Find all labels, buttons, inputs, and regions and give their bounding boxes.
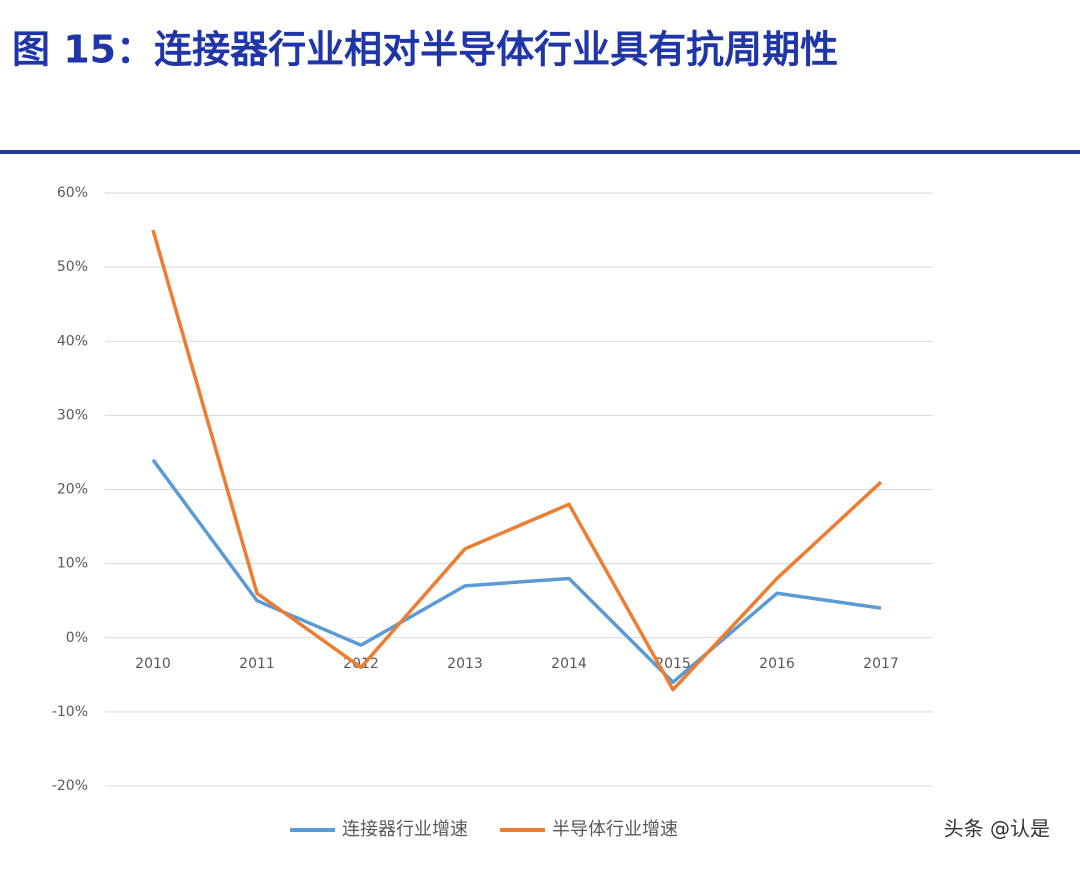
x-tick-label: 2017 xyxy=(863,656,899,672)
series-line xyxy=(151,229,883,692)
x-tick-label: 2014 xyxy=(551,656,587,672)
y-tick-label: 20% xyxy=(57,482,88,498)
x-tick-label: 2011 xyxy=(239,656,275,672)
title-rule xyxy=(0,150,1080,154)
x-tick-label: 2010 xyxy=(135,656,171,672)
y-tick-label: 40% xyxy=(57,333,88,349)
y-tick-label: -10% xyxy=(52,704,88,720)
chart-title: 图 15：连接器行业相对半导体行业具有抗周期性 xyxy=(12,28,838,72)
legend-label: 连接器行业增速 xyxy=(342,819,468,840)
y-tick-label: 0% xyxy=(66,630,88,646)
legend-label: 半导体行业增速 xyxy=(552,819,678,840)
y-tick-label: 60% xyxy=(57,185,88,201)
y-tick-label: 30% xyxy=(57,407,88,423)
series-line xyxy=(151,458,882,684)
y-tick-label: -20% xyxy=(52,778,88,794)
x-tick-label: 2015 xyxy=(655,656,691,672)
x-tick-label: 2016 xyxy=(759,656,795,672)
y-tick-label: 50% xyxy=(57,259,88,275)
x-tick-label: 2013 xyxy=(447,656,483,672)
y-tick-label: 10% xyxy=(57,556,88,572)
watermark: 头条 @认是 xyxy=(944,817,1050,841)
